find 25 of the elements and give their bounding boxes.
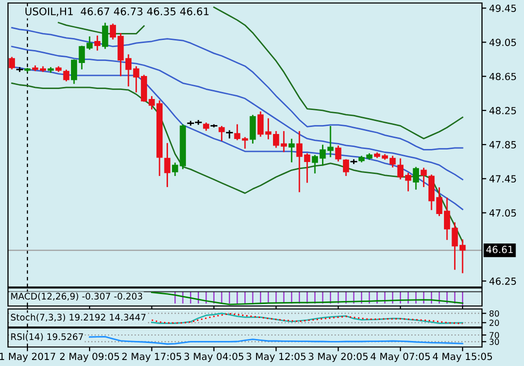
chart-title: USOIL,H1 46.67 46.73 46.35 46.61: [25, 7, 209, 16]
x-tick-label: 1 May 2017: [0, 352, 56, 362]
y-tick-label: 70: [490, 332, 499, 338]
x-tick-label: 2 May 09:05: [60, 352, 119, 362]
text: RSI(14) 19.5267: [11, 333, 83, 342]
y-tick-label: 80: [490, 310, 499, 317]
x-tick-label: 3 May 12:05: [246, 352, 306, 362]
chart-title: MACD(12,26,9) -0.307 -0.203: [11, 292, 142, 301]
y-tick-label: 20: [490, 320, 499, 326]
y-tick-label: 47.45: [489, 175, 516, 183]
x-tick-label: 2 May 17:05: [122, 352, 182, 362]
y-tick-label: 49.45: [489, 4, 516, 12]
ref-line-label: 46.61: [486, 246, 513, 254]
chart-title: Stoch(7,3,3) 19.2192 14.3447: [10, 314, 146, 322]
y-tick-label: 47.05: [489, 209, 516, 217]
y-tick-label: 49.05: [489, 38, 516, 46]
x-tick-label: 3 May 04:05: [184, 352, 244, 362]
y-tick-label: 48.25: [489, 106, 516, 114]
y-tick-label: 47.85: [489, 141, 516, 148]
y-tick-label: 48.65: [489, 72, 516, 80]
x-tick-label: 3 May 20:05: [308, 352, 368, 362]
x-tick-label: 4 May 15:05: [432, 352, 492, 362]
x-tick-label: 4 May 07:05: [370, 352, 430, 362]
y-tick-label: 46.25: [489, 278, 516, 285]
y-tick-label: 30: [490, 338, 499, 345]
